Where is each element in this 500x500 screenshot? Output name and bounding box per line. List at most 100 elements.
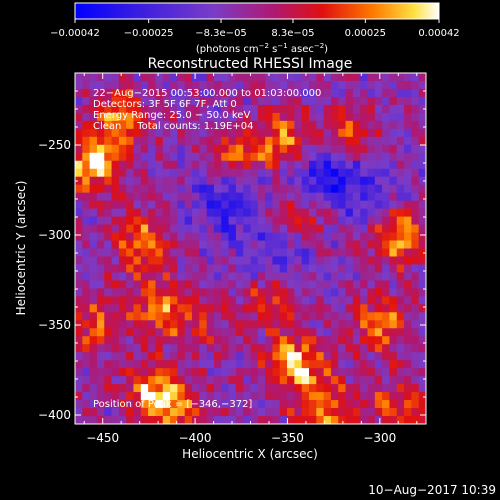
heatmap-cell — [140, 408, 149, 417]
heatmap-cell — [177, 384, 186, 393]
heatmap-cell — [389, 416, 398, 424]
heatmap-cell — [279, 136, 288, 146]
heatmap-cell — [374, 360, 383, 369]
heatmap-cell — [257, 256, 266, 266]
heatmap-cell — [360, 160, 369, 170]
heatmap-cell — [140, 232, 149, 242]
heatmap-cell — [75, 272, 83, 282]
heatmap-cell — [287, 192, 295, 202]
heatmap-cell — [111, 344, 120, 353]
heatmap-cell — [213, 144, 222, 154]
heatmap-cell — [184, 216, 193, 226]
heatmap-cell — [162, 152, 171, 162]
heatmap-cell — [82, 168, 91, 178]
heatmap-cell — [126, 288, 135, 297]
heatmap-cell — [184, 416, 193, 424]
heatmap-cell — [316, 360, 325, 369]
heatmap-cell — [411, 96, 420, 106]
heatmap-cell — [330, 80, 339, 90]
heatmap-cell — [96, 232, 105, 242]
heatmap-cell — [330, 160, 339, 170]
heatmap-cell — [287, 344, 295, 353]
heatmap-cell — [382, 296, 391, 305]
heatmap-cell — [140, 256, 149, 266]
colorbar-tick-label: 0.00042 — [418, 28, 459, 39]
heatmap-cell — [192, 376, 200, 385]
heatmap-cell — [265, 352, 274, 361]
heatmap-cell — [162, 168, 171, 178]
heatmap-cell — [404, 416, 412, 424]
heatmap-cell — [140, 152, 149, 162]
heatmap-cell — [140, 104, 149, 114]
heatmap-cell — [294, 160, 303, 170]
heatmap-cell — [250, 280, 259, 289]
heatmap-cell — [82, 176, 91, 186]
heatmap-cell — [287, 312, 295, 321]
heatmap-cell — [235, 248, 244, 258]
info-line-detectors: Detectors: 3F 5F 6F 7F, Att 0 — [93, 99, 237, 110]
heatmap-cell — [309, 144, 317, 154]
heatmap-cell — [396, 352, 405, 361]
heatmap-cell — [345, 152, 354, 162]
heatmap-cell — [228, 96, 237, 106]
heatmap-cell — [360, 88, 369, 98]
heatmap-cell — [162, 232, 171, 242]
heatmap-cell — [162, 360, 171, 369]
heatmap-cell — [330, 128, 339, 138]
heatmap-cell — [184, 400, 193, 409]
heatmap-cell — [301, 352, 310, 361]
heatmap-cell — [323, 248, 332, 258]
heatmap-cell — [382, 256, 391, 266]
heatmap-cell — [184, 200, 193, 210]
heatmap-cell — [265, 392, 274, 401]
heatmap-cell — [287, 288, 295, 297]
heatmap-cell — [338, 288, 347, 297]
heatmap-cell — [206, 160, 215, 170]
heatmap-cell — [213, 256, 222, 266]
heatmap-cell — [221, 200, 230, 210]
heatmap-cell — [228, 184, 237, 194]
heatmap-cell — [272, 112, 281, 122]
heatmap-cell — [133, 80, 142, 90]
heatmap-cell — [177, 176, 186, 186]
heatmap-cell — [309, 208, 317, 218]
heatmap-cell — [213, 216, 222, 226]
heatmap-cell — [192, 304, 200, 313]
heatmap-cell — [338, 328, 347, 337]
heatmap-cell — [345, 272, 354, 282]
heatmap-cell — [111, 73, 120, 82]
heatmap-cell — [279, 312, 288, 321]
heatmap-cell — [228, 248, 237, 258]
heatmap-cell — [192, 312, 200, 321]
heatmap-cell — [170, 88, 178, 98]
heatmap-cell — [382, 352, 391, 361]
heatmap-cell — [192, 144, 200, 154]
heatmap-cell — [133, 73, 142, 82]
heatmap-cell — [192, 73, 200, 82]
heatmap-cell — [360, 184, 369, 194]
heatmap-cell — [228, 232, 237, 242]
heatmap-cell — [96, 184, 105, 194]
heatmap-cell — [140, 200, 149, 210]
heatmap-cell — [184, 376, 193, 385]
heatmap-cell — [330, 280, 339, 289]
heatmap-cell — [170, 248, 178, 258]
heatmap-cell — [411, 352, 420, 361]
heatmap-cell — [96, 120, 105, 130]
heatmap-cell — [374, 112, 383, 122]
heatmap-cell — [111, 352, 120, 361]
heatmap-cell — [177, 264, 186, 274]
heatmap-cell — [294, 152, 303, 162]
heatmap-cell — [126, 320, 135, 329]
heatmap-cell — [389, 376, 398, 385]
heatmap-cell — [418, 120, 426, 130]
heatmap-cell — [352, 120, 361, 130]
heatmap-cell — [184, 256, 193, 266]
heatmap-cell — [265, 216, 274, 226]
heatmap-cell — [104, 272, 113, 282]
heatmap-cell — [338, 408, 347, 417]
heatmap-cell — [75, 168, 83, 178]
heatmap-cell — [265, 280, 274, 289]
heatmap-cell — [316, 73, 325, 82]
heatmap-cell — [374, 280, 383, 289]
